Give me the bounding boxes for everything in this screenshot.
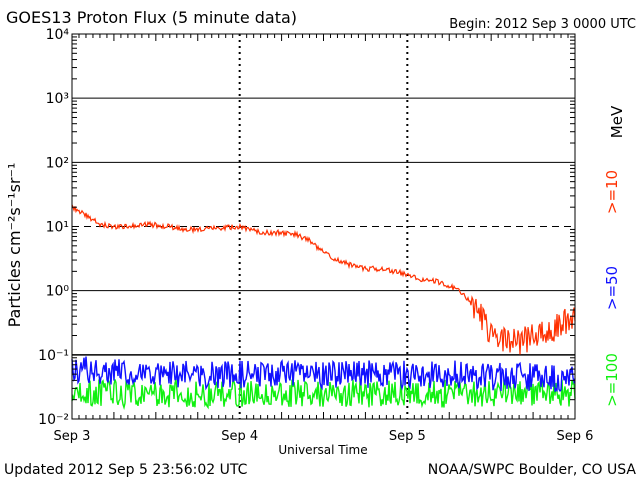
y-tick-label: 10²: [46, 155, 69, 171]
y-tick-label: 10⁻¹: [38, 348, 69, 364]
series-line: [71, 356, 576, 393]
legend-unit: MeV: [608, 105, 626, 138]
y-tick-label: 10⁻²: [38, 412, 69, 428]
x-tick-label: Sep 4: [221, 429, 258, 444]
chart-title: GOES13 Proton Flux (5 minute data): [6, 8, 297, 27]
y-tick-label: 10³: [46, 91, 69, 107]
grid: [72, 34, 575, 419]
x-tick-labels: Sep 3 Sep 4 Sep 5 Sep 6: [54, 429, 594, 444]
y-tick-labels: 10⁻² 10⁻¹ 10⁰ 10¹ 10² 10³ 10⁴: [38, 27, 69, 428]
series-line: [71, 204, 576, 355]
legend-p50: >=50: [603, 266, 621, 310]
x-tick-label: Sep 6: [557, 429, 594, 444]
x-tick-label: Sep 3: [54, 429, 91, 444]
updated-label: Updated 2012 Sep 5 23:56:02 UTC: [4, 462, 248, 478]
y-axis-label: Particles cm⁻²s⁻¹sr⁻¹: [5, 163, 24, 328]
credit-label: NOAA/SWPC Boulder, CO USA: [428, 462, 637, 478]
plot-frame: [71, 33, 576, 420]
begin-label: Begin: 2012 Sep 3 0000 UTC: [449, 17, 636, 32]
y-tick-label: 10⁴: [46, 27, 70, 43]
legend-p10: >=10: [603, 170, 621, 214]
y-tick-label: 10⁰: [46, 284, 70, 300]
x-tick-label: Sep 5: [389, 429, 426, 444]
series-line: [71, 377, 576, 410]
x-axis-label: Universal Time: [278, 443, 367, 457]
series-lines: [71, 204, 576, 410]
legend-p100: >=100: [603, 353, 621, 407]
y-tick-label: 10¹: [46, 220, 69, 236]
